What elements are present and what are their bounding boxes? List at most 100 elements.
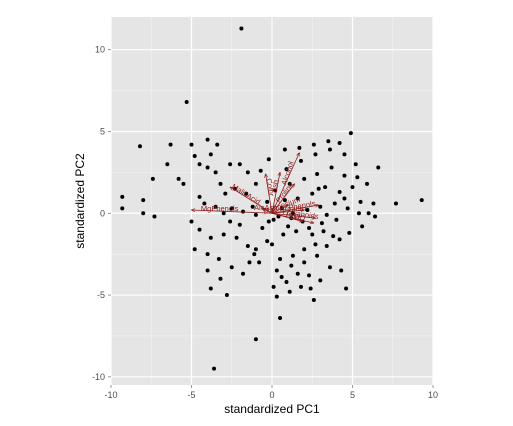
data-point — [237, 162, 242, 167]
data-point — [241, 209, 246, 214]
data-point — [298, 284, 303, 289]
loading-arrow — [266, 174, 273, 214]
data-point — [278, 257, 283, 262]
data-point — [208, 152, 213, 157]
data-point — [316, 186, 321, 191]
data-point — [165, 162, 170, 167]
data-point — [350, 185, 355, 190]
data-point — [253, 247, 258, 252]
data-point — [284, 279, 289, 284]
data-point — [253, 212, 258, 217]
data-point — [279, 275, 284, 280]
loading-label: OD — [293, 212, 306, 223]
data-point — [202, 201, 207, 206]
data-point — [329, 165, 334, 170]
data-point — [318, 278, 323, 283]
data-point — [245, 243, 250, 248]
loading-arrow — [271, 212, 303, 221]
data-point — [244, 191, 249, 196]
loading-arrow — [271, 205, 319, 214]
data-point — [282, 147, 287, 152]
data-point — [218, 276, 223, 281]
x-axis-title: standardized PC1 — [224, 402, 320, 416]
data-point — [189, 219, 194, 224]
data-point — [218, 181, 223, 186]
data-point — [294, 229, 299, 234]
data-point — [302, 260, 307, 265]
data-point — [205, 137, 210, 142]
data-point — [353, 162, 358, 167]
data-point — [252, 252, 257, 257]
data-point — [342, 152, 347, 157]
data-point — [311, 297, 316, 302]
data-point — [345, 206, 350, 211]
data-point — [310, 191, 315, 196]
data-point — [307, 273, 312, 278]
data-point — [289, 263, 294, 268]
data-point — [373, 214, 378, 219]
loading-arrow — [271, 212, 315, 218]
data-point — [298, 158, 303, 163]
data-point — [302, 176, 307, 181]
y-tick-label: 10 — [95, 45, 105, 55]
data-point — [141, 211, 146, 216]
data-point — [176, 176, 181, 181]
data-point — [205, 252, 210, 257]
data-point — [327, 265, 332, 270]
data-point — [321, 229, 326, 234]
data-point — [120, 194, 125, 199]
data-point — [168, 142, 173, 147]
data-point — [339, 268, 344, 273]
data-point — [208, 235, 213, 240]
data-point — [221, 232, 226, 237]
data-point — [241, 271, 246, 276]
data-point — [308, 286, 313, 291]
loading-label: Ash — [269, 179, 280, 193]
data-point — [323, 185, 328, 190]
loading-arrow — [271, 153, 299, 214]
data-point — [337, 190, 342, 195]
data-point — [253, 337, 258, 342]
data-point — [315, 253, 320, 258]
data-point — [237, 222, 242, 227]
data-point — [181, 181, 186, 186]
x-tick-label: -5 — [187, 390, 195, 400]
data-point — [216, 257, 221, 262]
data-point — [290, 211, 295, 216]
data-point — [355, 175, 360, 180]
y-axis-title: standardized PC2 — [73, 153, 87, 249]
data-point — [150, 176, 155, 181]
data-point — [324, 243, 329, 248]
data-point — [331, 234, 336, 239]
data-point — [228, 162, 233, 167]
data-point — [319, 221, 324, 226]
data-point — [250, 204, 255, 209]
data-point — [274, 268, 279, 273]
data-point — [271, 217, 276, 222]
data-point — [184, 100, 189, 105]
data-point — [334, 217, 339, 222]
data-point — [229, 265, 234, 270]
data-point — [318, 204, 323, 209]
data-point — [287, 181, 292, 186]
loading-label: AlcAsh — [254, 203, 277, 212]
data-point — [258, 168, 263, 173]
x-tick-label: -10 — [104, 390, 117, 400]
data-point — [337, 140, 342, 145]
data-point — [342, 173, 347, 178]
data-point — [287, 289, 292, 294]
data-point — [253, 181, 258, 186]
data-point — [360, 224, 365, 229]
loading-arrow — [271, 172, 280, 214]
data-point — [197, 227, 202, 232]
data-point — [376, 165, 381, 170]
data-point — [364, 181, 369, 186]
y-tick-label: 5 — [100, 126, 105, 136]
data-point — [281, 232, 286, 237]
data-point — [212, 366, 217, 371]
y-axis-ticks: -10 -5 0 5 10 — [92, 45, 111, 382]
data-point — [284, 167, 289, 172]
data-point — [271, 284, 276, 289]
data-point — [265, 239, 270, 244]
